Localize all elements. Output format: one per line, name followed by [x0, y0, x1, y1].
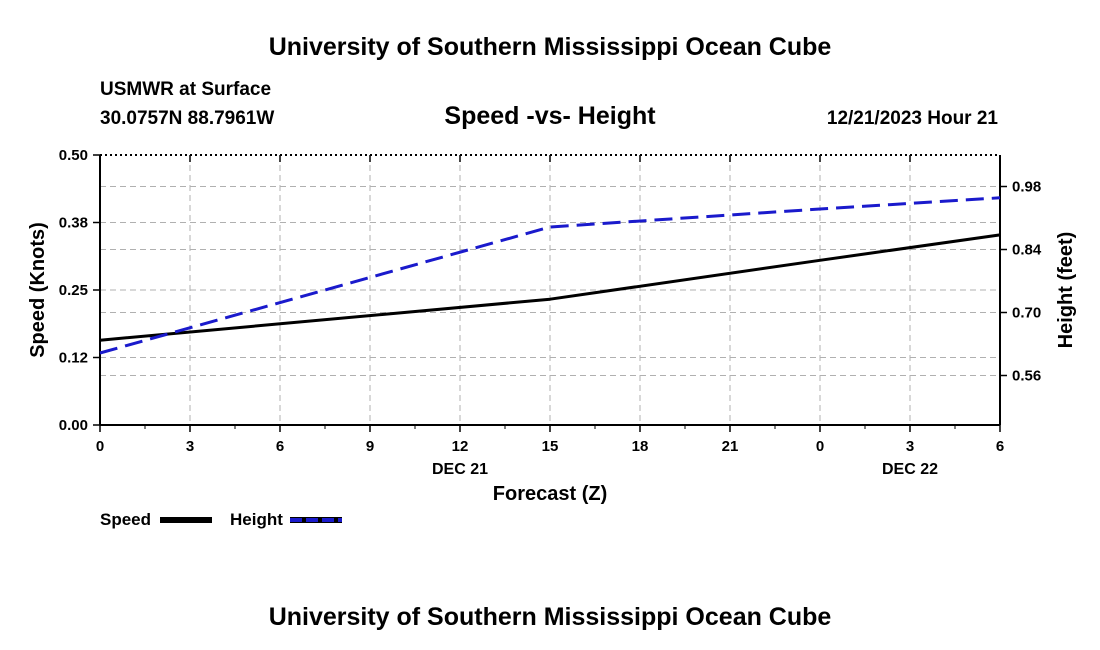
series [99, 196, 1001, 355]
series-line-height [99, 196, 1001, 355]
legend-label-height: Height [230, 510, 283, 529]
x-tick-label: 6 [996, 438, 1004, 455]
x-tick-label: 21 [722, 438, 739, 455]
y-axis-label: Speed (Knots) [27, 222, 49, 358]
x-tick-label: 0 [816, 438, 824, 455]
y2-tick-label: 0.70 [1012, 305, 1041, 322]
y2-tick-label: 0.98 [1012, 179, 1041, 196]
grid [100, 155, 1000, 425]
chart-title: University of Southern Mississippi Ocean… [269, 33, 832, 61]
axes: 0 3 6 9 12 15 18 21 0 3 6 DEC 21 DEC 22 0.00 0.12 0.25 0… [59, 147, 1042, 478]
x-tick-label: 6 [276, 438, 284, 455]
date-label: DEC 22 [882, 461, 938, 478]
x-axis-label: Forecast (Z) [493, 483, 607, 505]
y-tick-label: 0.25 [59, 282, 88, 299]
x-tick-label: 15 [542, 438, 559, 455]
x-tick-label: 12 [452, 438, 469, 455]
date-label: DEC 21 [432, 461, 488, 478]
y-tick-label: 0.38 [59, 215, 88, 232]
x-tick-label: 9 [366, 438, 374, 455]
x-tick-label: 3 [186, 438, 194, 455]
y2-tick-label: 0.84 [1012, 242, 1042, 259]
chart-subtitle: Speed -vs- Height [444, 102, 656, 130]
y-tick-label: 0.50 [59, 147, 88, 164]
y-tick-label: 0.00 [59, 417, 88, 434]
y-tick-label: 0.12 [59, 350, 88, 367]
y2-axis-label: Height (feet) [1055, 232, 1077, 349]
timestamp-label: 12/21/2023 Hour 21 [827, 108, 999, 129]
x-tick-label: 0 [96, 438, 104, 455]
x-tick-label: 3 [906, 438, 914, 455]
legend: Speed Height [100, 510, 342, 529]
x-tick-label: 18 [632, 438, 649, 455]
y2-tick-label: 0.56 [1012, 368, 1041, 385]
legend-label-speed: Speed [100, 510, 151, 529]
location-label: 30.0757N 88.7961W [100, 108, 274, 129]
footer-title: University of Southern Mississippi Ocean… [269, 603, 832, 631]
station-label: USMWR at Surface [100, 79, 271, 100]
series-line-speed [99, 233, 1001, 342]
